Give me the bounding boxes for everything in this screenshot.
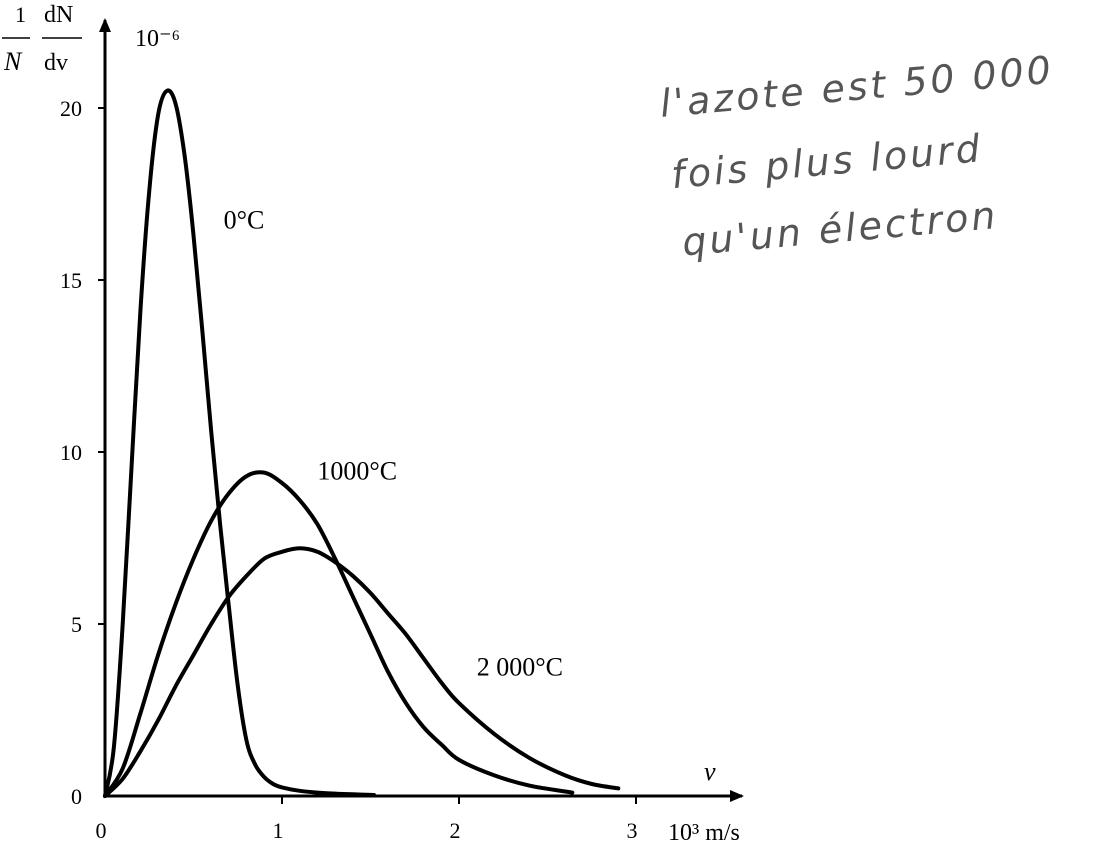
y-label-n: N — [3, 47, 23, 76]
x-tick-label: 0 — [96, 818, 107, 843]
series-group — [103, 88, 621, 798]
x-tick-label: 3 — [627, 818, 638, 843]
handwritten-line-2: fois plus lourd — [669, 126, 984, 197]
x-axis-unit: 10³ m/s — [668, 820, 740, 846]
x-tick-label: 2 — [450, 818, 461, 843]
label-2000c: 2 000°C — [477, 653, 563, 682]
x-axis-ticks: 0 1 2 3 — [96, 796, 638, 843]
y-tick-label: 10 — [60, 440, 82, 465]
series-2000c-curve — [103, 546, 621, 798]
y-axis-scale: 10⁻⁶ — [135, 26, 180, 52]
y-tick-label: 20 — [60, 96, 82, 121]
handwritten-line-3: qu'un électron — [680, 193, 1000, 264]
y-tick-label: 0 — [71, 784, 82, 809]
y-axis-ticks: 0 5 10 15 20 — [60, 96, 105, 809]
y-label-one: 1 — [15, 2, 26, 27]
y-label-dn: dN — [44, 2, 73, 28]
y-label-dv: dv — [44, 50, 68, 76]
label-0c: 0°C — [224, 205, 265, 234]
label-1000c: 1000°C — [317, 457, 397, 486]
series-0c-curve — [103, 88, 376, 798]
series-1000c-curve — [103, 470, 575, 798]
y-tick-label: 5 — [71, 612, 82, 637]
x-axis-label: v — [704, 757, 716, 786]
handwritten-line-1: l'azote est 50 000 — [658, 48, 1055, 126]
y-axis-label: 1 N dN dv 10⁻⁶ — [2, 2, 180, 76]
x-tick-label: 1 — [273, 818, 284, 843]
y-tick-label: 15 — [60, 268, 82, 293]
curve-labels: 0°C 1000°C 2 000°C — [224, 205, 563, 681]
handwritten-note: l'azote est 50 000 fois plus lourd qu'un… — [658, 48, 1055, 265]
